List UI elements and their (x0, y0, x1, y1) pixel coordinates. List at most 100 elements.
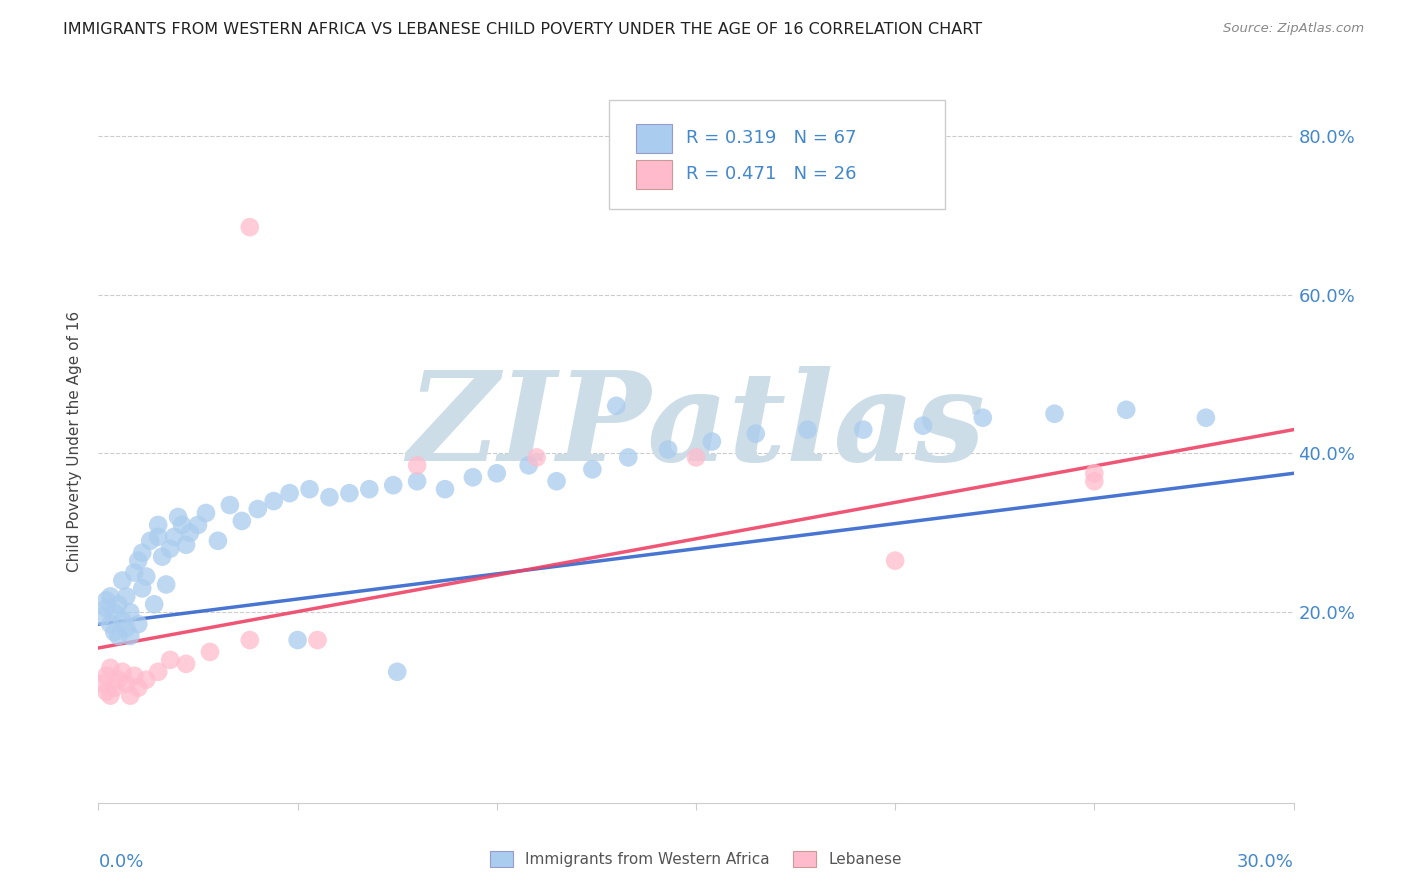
Point (148, 665, 170, 679)
Point (1195, 410, 1218, 425)
Point (187, 517, 209, 532)
Point (159, 653, 181, 667)
Point (485, 467, 508, 481)
Point (155, 577, 177, 591)
Point (135, 569, 157, 583)
Point (745, 426, 768, 441)
Point (120, 629, 142, 643)
Point (912, 418, 935, 433)
Point (111, 665, 134, 679)
Point (700, 434, 723, 449)
Point (107, 673, 129, 687)
Point (526, 450, 548, 465)
Point (605, 399, 627, 413)
Point (406, 475, 429, 489)
Point (434, 482, 457, 496)
Point (107, 629, 129, 643)
Point (98, 617, 122, 632)
Point (517, 458, 540, 473)
Point (298, 482, 321, 496)
Point (174, 538, 197, 552)
Point (263, 494, 285, 508)
Point (91, 676, 114, 690)
FancyBboxPatch shape (637, 124, 672, 153)
Point (239, 633, 262, 648)
Point (339, 486, 361, 500)
Point (167, 510, 190, 524)
Point (307, 633, 329, 648)
Point (972, 410, 994, 425)
Point (107, 597, 129, 611)
Point (111, 613, 134, 627)
Point (98, 661, 122, 675)
Point (179, 525, 201, 540)
Point (287, 633, 309, 648)
Point (884, 554, 907, 568)
Point (91, 609, 114, 624)
Point (796, 423, 818, 437)
Point (382, 478, 405, 492)
Point (96, 684, 118, 698)
Text: 0.0%: 0.0% (98, 854, 143, 871)
Point (120, 605, 142, 619)
Point (1083, 467, 1105, 481)
Point (174, 657, 197, 671)
Point (231, 514, 253, 528)
Text: 30.0%: 30.0% (1237, 854, 1294, 871)
Point (98, 590, 122, 604)
FancyBboxPatch shape (609, 100, 945, 209)
Point (461, 470, 484, 484)
Point (406, 458, 429, 473)
Point (115, 621, 138, 635)
Text: R = 0.319   N = 67: R = 0.319 N = 67 (686, 129, 856, 147)
Point (581, 462, 603, 476)
Point (96, 593, 118, 607)
Point (115, 676, 138, 690)
Point (239, 220, 262, 235)
Point (124, 566, 146, 580)
Point (96, 669, 118, 683)
Point (278, 486, 301, 500)
Point (115, 590, 138, 604)
Point (127, 617, 149, 632)
Point (98, 689, 122, 703)
Point (359, 482, 381, 496)
Point (546, 475, 568, 489)
Point (148, 517, 170, 532)
Point (150, 549, 173, 564)
Point (111, 574, 134, 588)
Point (198, 645, 221, 659)
Point (219, 498, 242, 512)
Text: IMMIGRANTS FROM WESTERN AFRICA VS LEBANESE CHILD POVERTY UNDER THE AGE OF 16 COR: IMMIGRANTS FROM WESTERN AFRICA VS LEBANE… (63, 22, 983, 37)
Text: ZIPatlas: ZIPatlas (406, 367, 986, 488)
Legend: Immigrants from Western Africa, Lebanese: Immigrants from Western Africa, Lebanese (491, 852, 901, 867)
Point (143, 597, 166, 611)
Point (120, 689, 142, 703)
Point (159, 541, 181, 556)
Point (1115, 402, 1137, 417)
Text: Source: ZipAtlas.com: Source: ZipAtlas.com (1223, 22, 1364, 36)
Point (131, 582, 153, 596)
Point (1083, 475, 1105, 489)
Point (685, 450, 707, 465)
Point (103, 605, 125, 619)
Point (172, 517, 194, 532)
Point (246, 502, 269, 516)
Point (195, 506, 218, 520)
Point (139, 533, 162, 548)
Point (1043, 407, 1066, 421)
FancyBboxPatch shape (637, 160, 672, 189)
Point (385, 665, 409, 679)
Point (852, 423, 875, 437)
Point (318, 490, 340, 504)
Point (148, 530, 170, 544)
Text: R = 0.471   N = 26: R = 0.471 N = 26 (686, 165, 856, 183)
Point (135, 673, 157, 687)
Point (96, 601, 118, 615)
Point (207, 533, 229, 548)
Point (131, 546, 153, 560)
Point (103, 625, 125, 640)
Point (103, 681, 125, 695)
Point (617, 450, 640, 465)
Point (124, 669, 146, 683)
